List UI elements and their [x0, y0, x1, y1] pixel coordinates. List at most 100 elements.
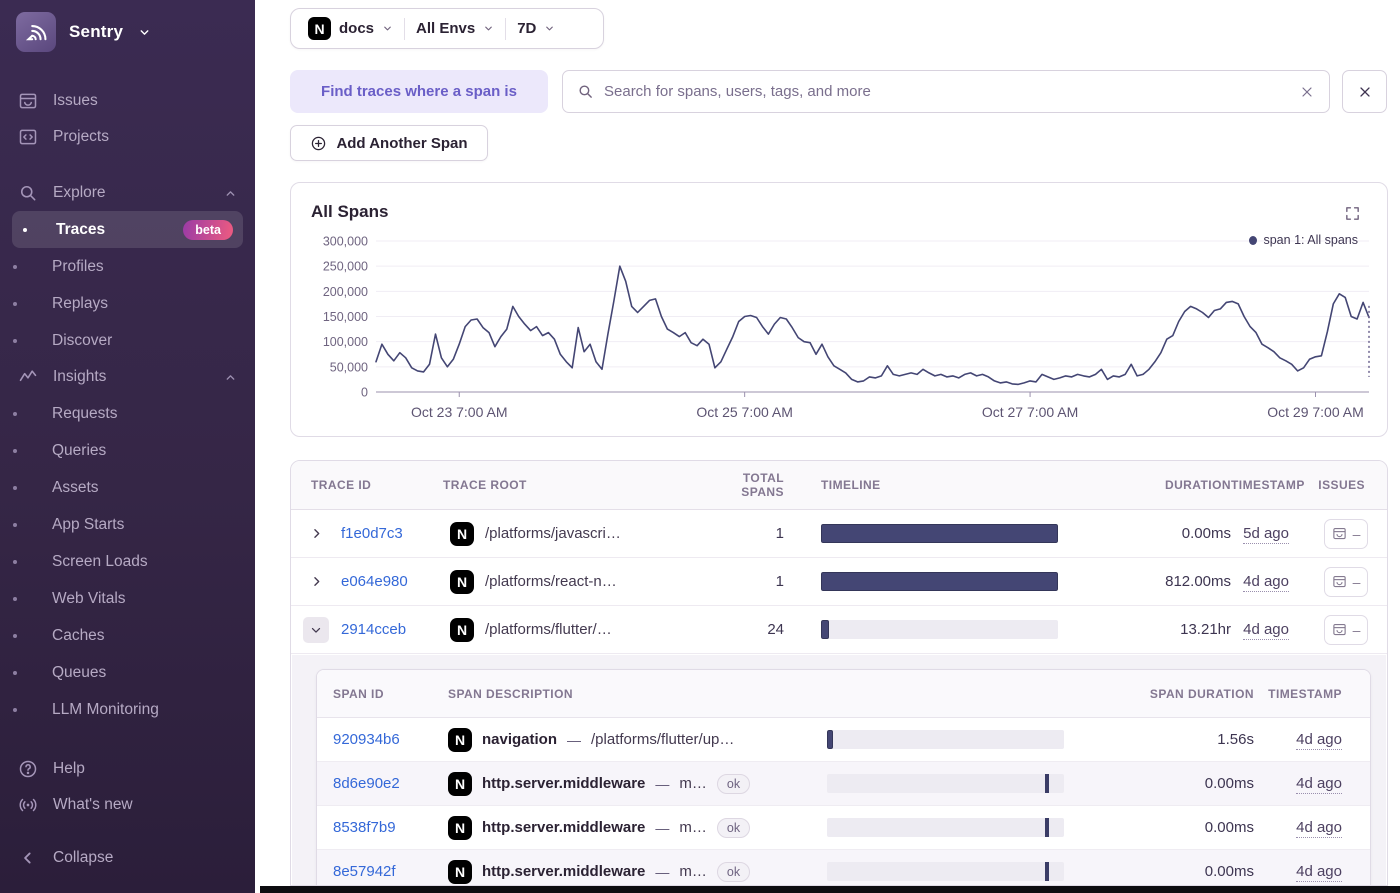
span-op: navigation — [482, 731, 558, 748]
trace-id-link[interactable]: 2914cceb — [341, 621, 407, 638]
column-header[interactable]: SPAN ID — [333, 686, 384, 701]
sidebar-item-assets[interactable]: Assets — [0, 469, 255, 506]
status-badge: ok — [716, 817, 751, 838]
span-row[interactable]: 8538f7b9 N http.server.middleware — m… o… — [317, 806, 1370, 850]
chart-legend[interactable]: span 1: All spans — [1249, 233, 1358, 247]
sidebar-item-replays[interactable]: Replays — [0, 285, 255, 322]
find-traces-chip[interactable]: Find traces where a span is — [290, 70, 548, 113]
org-name: Sentry — [69, 22, 124, 41]
status-badge: ok — [716, 773, 751, 794]
column-header[interactable]: ISSUES — [1318, 478, 1365, 492]
sidebar-item-insights[interactable]: Insights — [0, 359, 255, 395]
timeline-bar — [821, 572, 1058, 591]
span-duration-value: 0.00ms — [1204, 819, 1254, 836]
date-range-selector[interactable]: 7D — [506, 9, 566, 48]
sidebar-item-projects[interactable]: Projects — [0, 119, 255, 155]
issues-button[interactable]: – — [1324, 518, 1368, 549]
sidebar-item-app-starts[interactable]: App Starts — [0, 506, 255, 543]
chevron-right-icon — [313, 577, 319, 586]
add-another-span-label: Add Another Span — [336, 134, 468, 152]
chevron-down-icon — [303, 616, 329, 643]
column-header[interactable]: TIMESTAMP — [1231, 478, 1305, 492]
sidebar-item-discover[interactable]: Discover — [0, 322, 255, 359]
sidebar-item-issues[interactable]: Issues — [0, 83, 255, 119]
sidebar-collapse-button[interactable]: Collapse — [0, 840, 255, 876]
trace-root-path: /platforms/react-n… — [485, 573, 617, 590]
column-header[interactable]: TIMELINE — [821, 478, 881, 492]
column-header[interactable]: TRACE ROOT — [443, 478, 527, 492]
span-row[interactable]: 8e57942f N http.server.middleware — m… o… — [317, 850, 1370, 885]
org-switcher[interactable]: Sentry — [0, 0, 255, 64]
sidebar-item-label: LLM Monitoring — [52, 700, 159, 718]
sidebar-item-web-vitals[interactable]: Web Vitals — [0, 580, 255, 617]
chevron-down-icon — [140, 29, 149, 35]
bullet-icon — [0, 670, 30, 675]
expand-trace-button[interactable] — [291, 574, 341, 589]
span-id-link[interactable]: 8538f7b9 — [333, 818, 396, 836]
timeline-track — [827, 862, 1064, 881]
sidebar-item-queries[interactable]: Queries — [0, 432, 255, 469]
issues-button[interactable]: – — [1324, 566, 1368, 597]
issues-button[interactable]: – — [1324, 614, 1368, 645]
sidebar-item-requests[interactable]: Requests — [0, 395, 255, 432]
column-header[interactable]: DURATION — [1164, 478, 1231, 492]
trace-row[interactable]: e064e980 N /platforms/react-n… 1 812.00m… — [291, 558, 1387, 606]
environment-selector[interactable]: All Envs — [405, 9, 505, 48]
separator-dash: — — [567, 731, 582, 748]
separator-dash: — — [655, 863, 670, 880]
trace-root-cell: N /platforms/javascri… — [443, 521, 699, 546]
sidebar-item-queues[interactable]: Queues — [0, 654, 255, 691]
span-search-container — [562, 70, 1330, 113]
nextjs-icon: N — [450, 617, 474, 642]
timestamp-cell: 4d ago — [1231, 573, 1299, 592]
add-another-span-button[interactable]: Add Another Span — [290, 125, 488, 161]
sidebar-section-label: Explore — [53, 184, 106, 201]
timeline-track — [827, 730, 1064, 749]
timestamp-value: 4d ago — [1296, 819, 1342, 838]
span-row[interactable]: 920934b6 N navigation — /platforms/flutt… — [317, 718, 1370, 762]
sidebar-item-explore[interactable]: Explore — [0, 175, 255, 211]
span-duration-value: 1.56s — [1217, 731, 1254, 748]
sidebar-item-screen-loads[interactable]: Screen Loads — [0, 543, 255, 580]
span-id-link[interactable]: 8d6e90e2 — [333, 774, 400, 792]
sidebar-item-caches[interactable]: Caches — [0, 617, 255, 654]
column-header[interactable]: TRACE ID — [311, 478, 372, 492]
column-header[interactable]: TOTAL SPANS — [741, 471, 784, 499]
span-description-cell: N http.server.middleware — m… ok — [448, 815, 827, 840]
column-header[interactable]: SPAN DESCRIPTION — [448, 686, 573, 701]
expand-trace-button[interactable] — [291, 526, 341, 541]
span-row[interactable]: 8d6e90e2 N http.server.middleware — m… o… — [317, 762, 1370, 806]
timeline-track — [827, 774, 1064, 793]
trace-row[interactable]: f1e0d7c3 N /platforms/javascri… 1 0.00ms… — [291, 510, 1387, 558]
trace-id-link[interactable]: f1e0d7c3 — [341, 525, 403, 542]
column-header[interactable]: TIMESTAMP — [1268, 686, 1342, 701]
sidebar-item-help[interactable]: Help — [0, 751, 255, 787]
separator-dash: — — [655, 819, 670, 836]
trace-id-link[interactable]: e064e980 — [341, 573, 408, 590]
status-badge: ok — [716, 861, 751, 882]
span-id-link[interactable]: 920934b6 — [333, 730, 400, 748]
span-id-link[interactable]: 8e57942f — [333, 862, 396, 880]
trace-root-path: /platforms/flutter/… — [485, 621, 612, 638]
sidebar-item-traces[interactable]: Traces beta — [12, 211, 243, 248]
duration-value: 0.00ms — [1181, 525, 1231, 542]
column-header[interactable]: SPAN DURATION — [1149, 686, 1254, 701]
span-op: http.server.middleware — [482, 775, 646, 792]
clear-search-icon[interactable] — [1299, 84, 1315, 100]
span-search-input[interactable] — [604, 83, 1289, 100]
sentry-logo-icon — [16, 12, 56, 52]
timestamp-cell: 4d ago — [1254, 819, 1358, 838]
plus-circle-icon — [312, 136, 326, 150]
project-selector[interactable]: N docs — [297, 9, 404, 48]
collapse-trace-button[interactable] — [291, 616, 341, 643]
fullscreen-icon[interactable] — [1344, 205, 1361, 227]
sidebar-item-llm-monitoring[interactable]: LLM Monitoring — [0, 691, 255, 728]
trace-row-expanded[interactable]: 2914cceb N /platforms/flutter/… 24 13.21… — [291, 606, 1387, 654]
sidebar-section-label: Insights — [53, 368, 107, 385]
duration-value: 13.21hr — [1180, 621, 1231, 638]
remove-span-filter-button[interactable] — [1342, 70, 1387, 113]
sidebar-item-label: Queries — [52, 441, 107, 459]
sidebar-item-profiles[interactable]: Profiles — [0, 248, 255, 285]
issues-cell: – — [1299, 566, 1387, 597]
sidebar-item-whats-new[interactable]: What's new — [0, 787, 255, 823]
